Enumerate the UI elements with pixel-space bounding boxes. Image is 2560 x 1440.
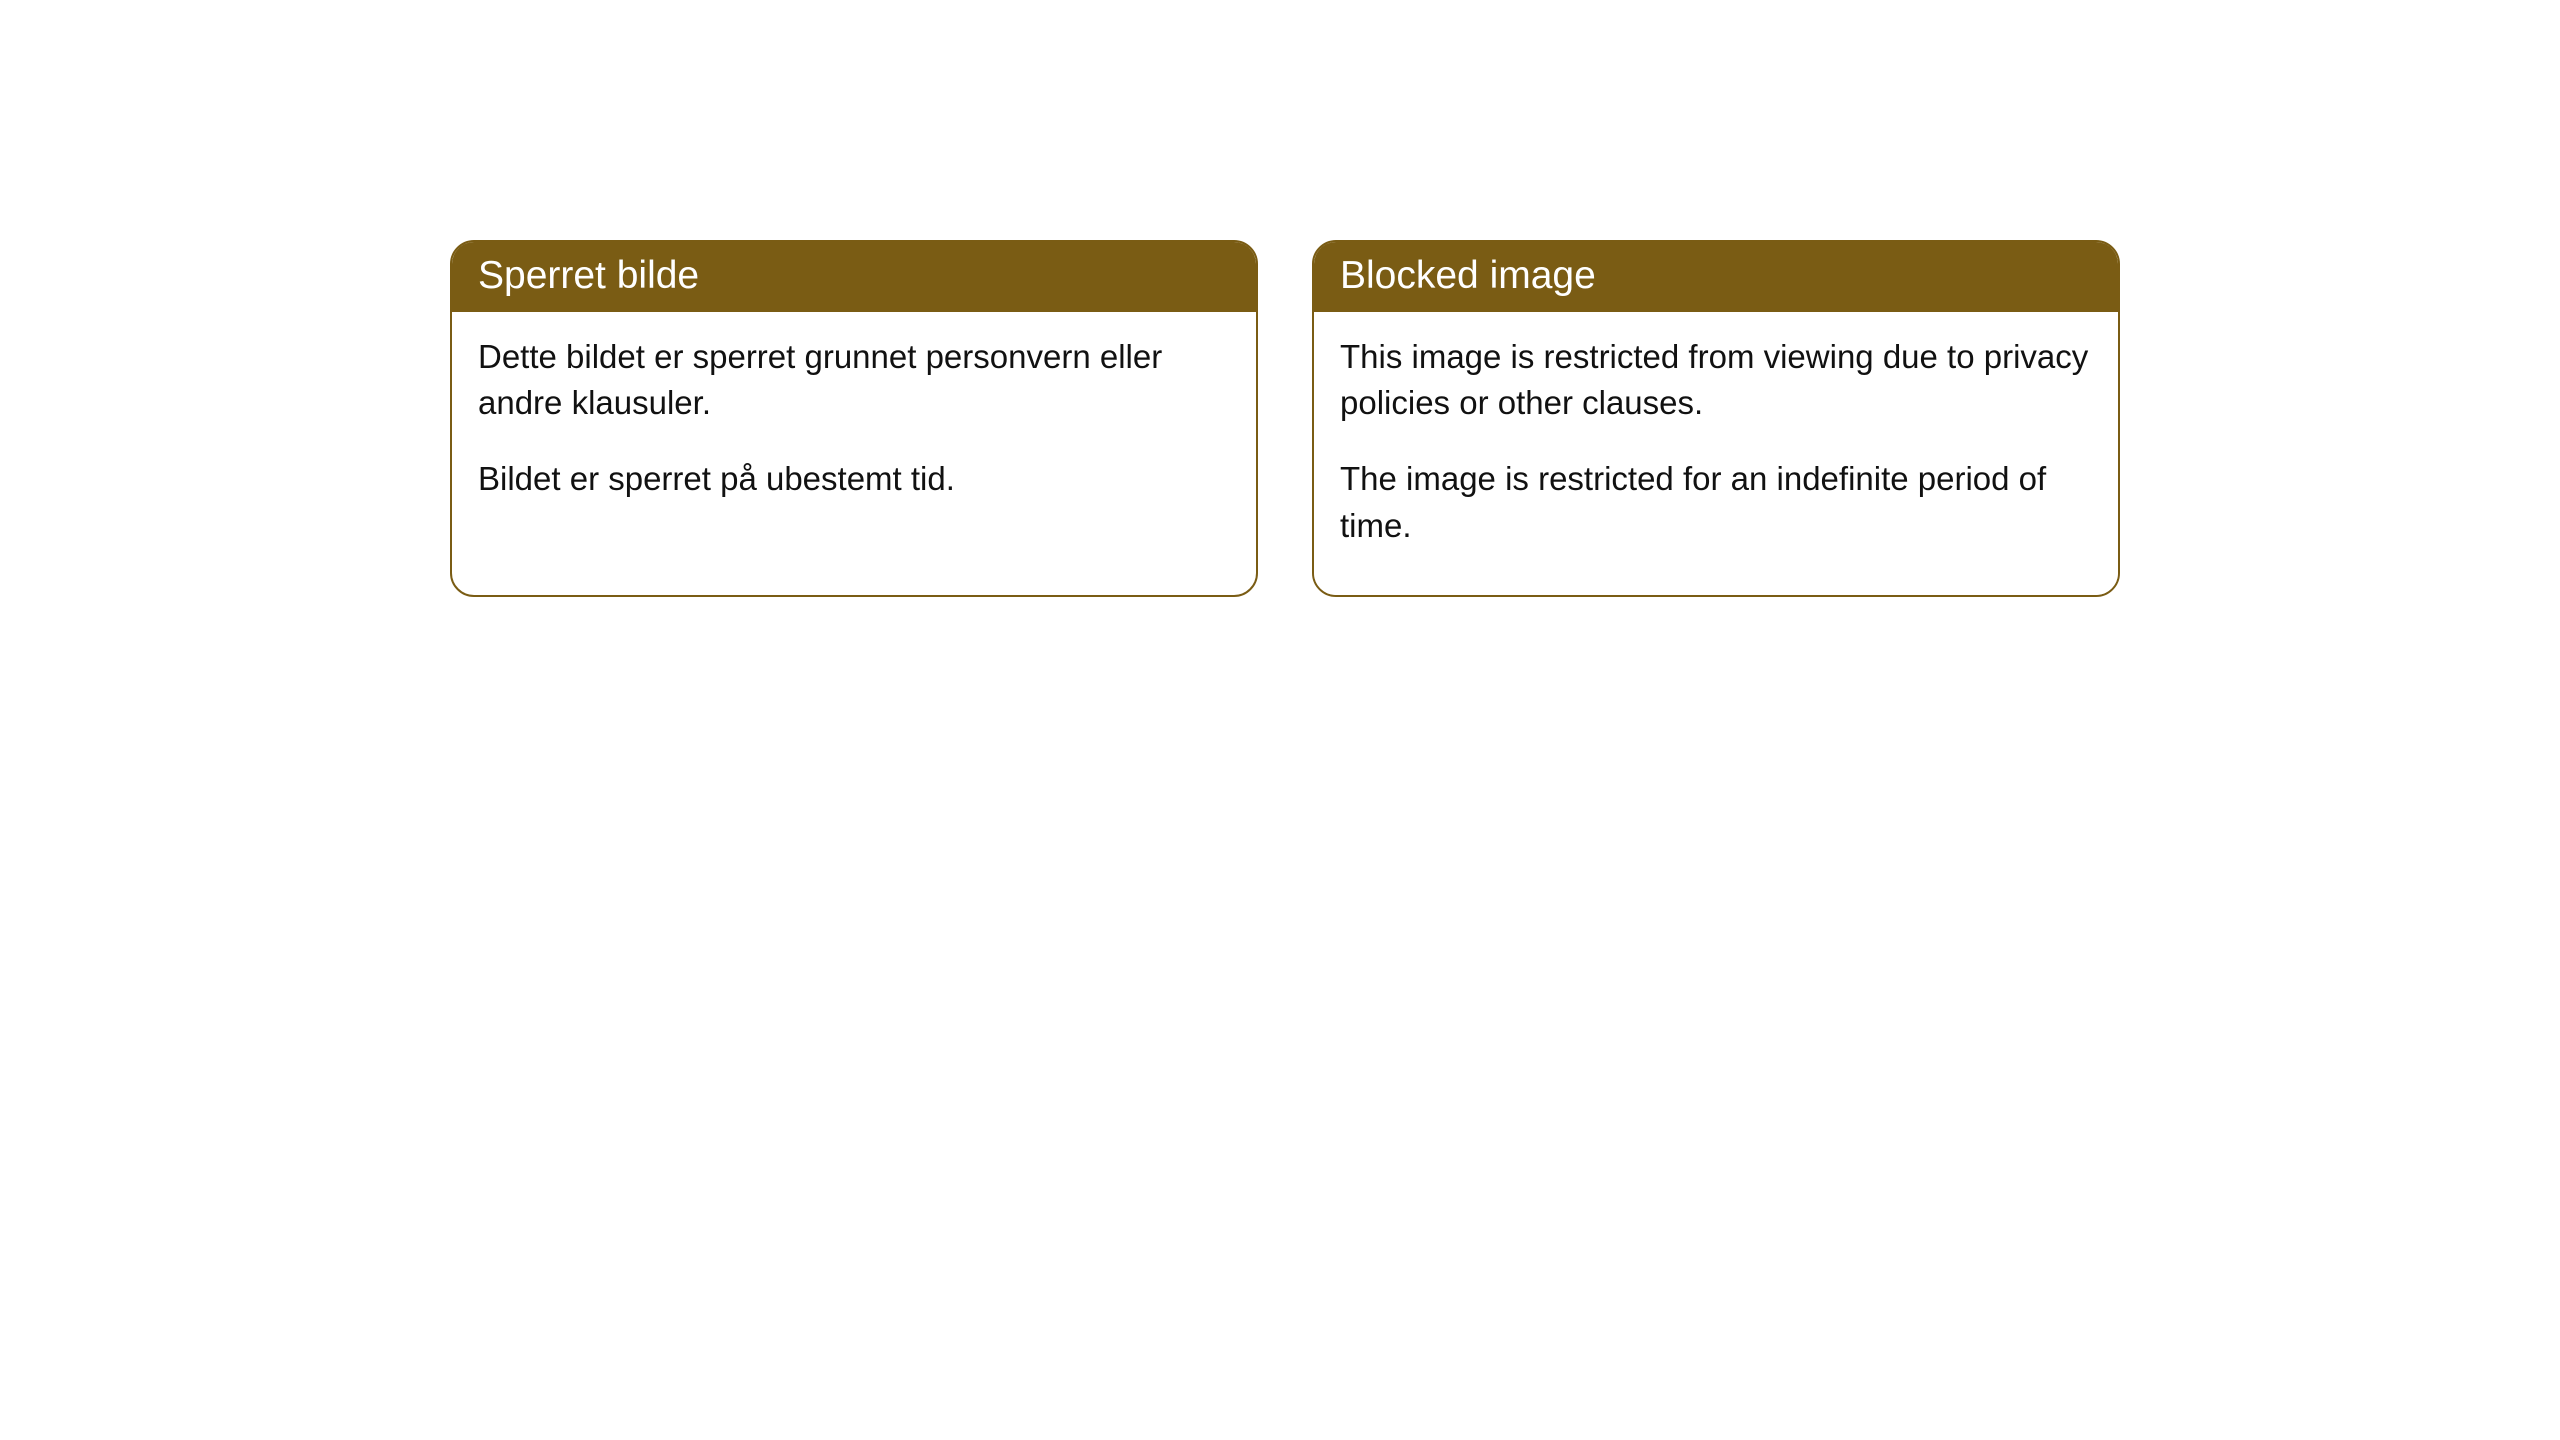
card-header: Sperret bilde	[452, 242, 1256, 312]
card-header: Blocked image	[1314, 242, 2118, 312]
notice-cards-container: Sperret bilde Dette bildet er sperret gr…	[0, 0, 2560, 597]
card-paragraph: This image is restricted from viewing du…	[1340, 334, 2092, 426]
notice-card-norwegian: Sperret bilde Dette bildet er sperret gr…	[450, 240, 1258, 597]
card-paragraph: Dette bildet er sperret grunnet personve…	[478, 334, 1230, 426]
notice-card-english: Blocked image This image is restricted f…	[1312, 240, 2120, 597]
card-body: Dette bildet er sperret grunnet personve…	[452, 312, 1256, 549]
card-body: This image is restricted from viewing du…	[1314, 312, 2118, 595]
card-paragraph: The image is restricted for an indefinit…	[1340, 456, 2092, 548]
card-paragraph: Bildet er sperret på ubestemt tid.	[478, 456, 1230, 502]
